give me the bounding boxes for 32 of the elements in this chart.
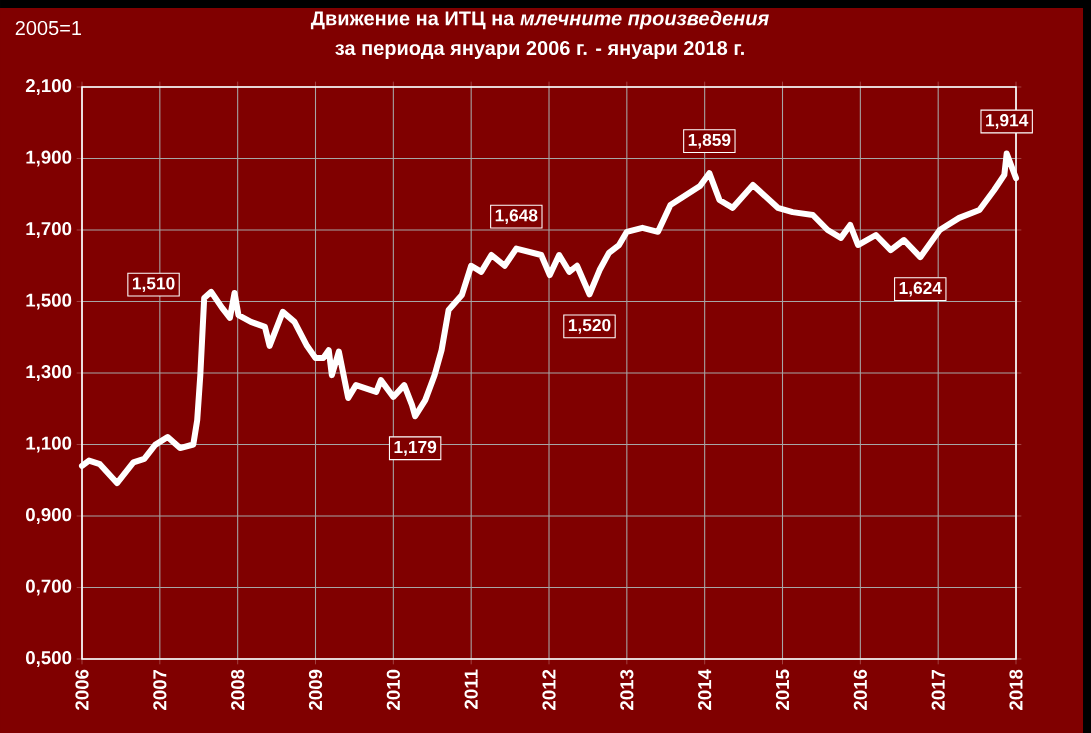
x-tick-label: 2006 [75, 669, 89, 710]
y-tick-label: 1,900 [26, 150, 72, 167]
text: 2005=1 [15, 20, 82, 36]
x-tick-label: 2016 [853, 669, 867, 710]
x-tick-label: 2007 [153, 669, 167, 710]
y-tick-label: 1,500 [26, 293, 72, 310]
x-tick-label: 2013 [620, 669, 634, 710]
y-tick-label: 0,900 [25, 508, 72, 524]
x-tick-label: 2017 [931, 669, 945, 710]
annotation: 1,914 [986, 114, 1029, 129]
y-tick-label: 2,100 [25, 79, 72, 95]
y-tick-label: 1,300 [26, 365, 72, 381]
x-tick-label: 2009 [308, 669, 323, 710]
annotation: 1,179 [394, 440, 437, 456]
x-tick-label: 2011 [464, 669, 478, 709]
y-tick-label: 1,100 [26, 436, 72, 453]
annotation: 1,859 [688, 133, 731, 149]
annotation: 1,520 [568, 318, 611, 334]
x-tick-label: 2015 [775, 669, 790, 710]
annotation: 1,648 [495, 209, 538, 224]
annotation: 1,624 [899, 281, 942, 297]
y-tick-label: 1,700 [26, 222, 72, 238]
y-tick-label: 0,700 [25, 579, 72, 596]
x-tick-label: 2010 [386, 669, 400, 710]
x-tick-label: 2012 [542, 669, 556, 710]
annotation: 1,510 [132, 277, 175, 292]
chart-title: Движение на ИТЦ на млечните произведения [310, 10, 769, 30]
x-tick-label: 2018 [1009, 669, 1023, 710]
chart-subtitle: за периода януари 2006 г. - януари 2018 г. [335, 40, 744, 60]
x-tick-label: 2008 [231, 669, 245, 710]
y-tick-label: 0,500 [25, 651, 72, 667]
x-tick-label: 2014 [698, 669, 712, 710]
